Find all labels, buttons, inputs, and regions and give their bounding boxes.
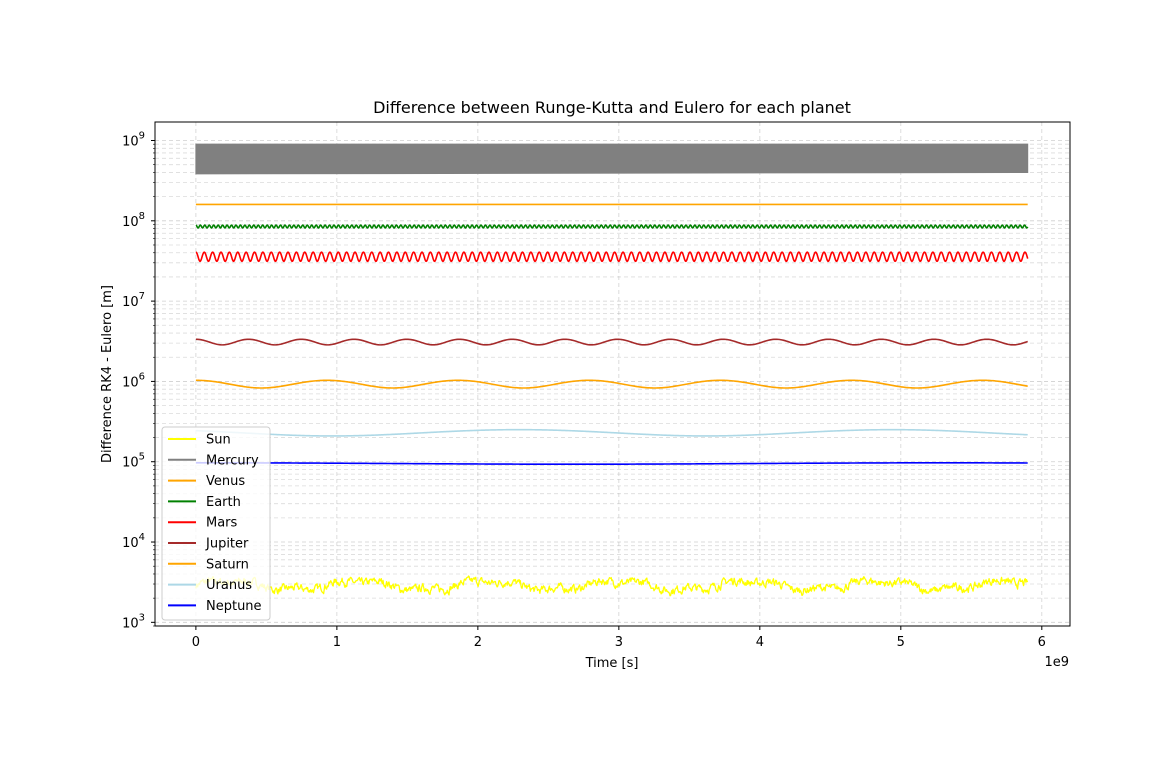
x-ticks: 0 1 2 3 4 5 6 bbox=[192, 626, 1046, 650]
y-tick-label: 106 bbox=[122, 371, 145, 390]
series-neptune bbox=[195, 462, 1028, 466]
y-tick-label: 109 bbox=[122, 131, 145, 150]
legend-item: Saturn bbox=[168, 557, 249, 572]
legend-item: Jupiter bbox=[168, 537, 249, 552]
series-line bbox=[195, 143, 1029, 175]
legend: Sun Mercury Venus Earth Mars Jupiter Saturn Ura… bbox=[161, 426, 271, 621]
y-tick-base: 10 bbox=[122, 135, 139, 150]
legend-label: Uranus bbox=[206, 578, 252, 593]
series-line bbox=[195, 338, 1028, 346]
y-tick-exponent: 3 bbox=[139, 612, 145, 623]
y-tick-base: 10 bbox=[122, 456, 139, 471]
y-tick-label: 103 bbox=[122, 612, 145, 631]
legend-label: Venus bbox=[206, 474, 245, 489]
series-earth bbox=[195, 224, 1029, 229]
series-line bbox=[195, 575, 1029, 597]
x-tick-label: 0 bbox=[192, 635, 200, 650]
y-tick-exponent: 4 bbox=[139, 532, 145, 543]
legend-item: Uranus bbox=[168, 578, 252, 593]
y-tick-base: 10 bbox=[122, 616, 139, 631]
legend-label: Neptune bbox=[206, 599, 262, 614]
chart-title: Difference between Runge-Kutta and Euler… bbox=[373, 98, 851, 117]
series-sun bbox=[195, 575, 1029, 597]
x-offset-label: 1e9 bbox=[1044, 655, 1069, 670]
legend-label: Mars bbox=[206, 516, 238, 531]
x-tick-label: 2 bbox=[474, 635, 482, 650]
y-tick-label: 107 bbox=[122, 291, 145, 310]
series-line bbox=[195, 251, 1029, 263]
legend-box bbox=[161, 426, 271, 621]
legend-label: Saturn bbox=[206, 557, 249, 572]
legend-item: Neptune bbox=[168, 599, 262, 614]
y-tick-base: 10 bbox=[122, 536, 139, 551]
series-line bbox=[195, 224, 1029, 229]
legend-label: Jupiter bbox=[205, 537, 249, 552]
series-line bbox=[195, 428, 1028, 437]
y-tick-exponent: 6 bbox=[139, 371, 145, 382]
legend-item: Venus bbox=[168, 474, 245, 489]
y-tick-base: 10 bbox=[122, 295, 139, 310]
x-tick-label: 4 bbox=[756, 635, 764, 650]
legend-item: Mercury bbox=[168, 453, 259, 468]
series-layer bbox=[195, 143, 1029, 597]
plot-frame bbox=[154, 121, 1071, 627]
y-axis-label: Difference RK4 - Eulero [m] bbox=[100, 285, 115, 463]
legend-label: Sun bbox=[206, 433, 231, 448]
series-line bbox=[195, 462, 1028, 466]
legend-item: Sun bbox=[168, 433, 231, 448]
legend-item: Mars bbox=[168, 516, 238, 531]
y-tick-label: 104 bbox=[122, 532, 145, 551]
series-mercury bbox=[195, 143, 1029, 175]
legend-label: Earth bbox=[206, 495, 241, 510]
x-tick-label: 5 bbox=[897, 635, 905, 650]
series-line bbox=[195, 379, 1028, 389]
y-tick-label: 108 bbox=[122, 211, 145, 230]
series-jupiter bbox=[195, 338, 1028, 346]
legend-item: Earth bbox=[168, 495, 241, 510]
y-tick-base: 10 bbox=[122, 215, 139, 230]
series-mars bbox=[195, 251, 1029, 263]
legend-label: Mercury bbox=[206, 453, 259, 468]
y-tick-exponent: 7 bbox=[139, 291, 145, 302]
x-tick-label: 1 bbox=[333, 635, 341, 650]
y-tick-base: 10 bbox=[122, 375, 139, 390]
series-saturn bbox=[195, 379, 1028, 389]
grid bbox=[155, 122, 1070, 627]
x-tick-label: 6 bbox=[1038, 635, 1046, 650]
x-tick-label: 3 bbox=[615, 635, 623, 650]
y-tick-exponent: 9 bbox=[139, 131, 145, 142]
y-tick-exponent: 8 bbox=[139, 211, 145, 222]
x-axis-label: Time [s] bbox=[585, 656, 639, 671]
y-tick-label: 105 bbox=[122, 452, 145, 471]
series-uranus bbox=[195, 428, 1028, 437]
y-tick-exponent: 5 bbox=[139, 452, 145, 463]
